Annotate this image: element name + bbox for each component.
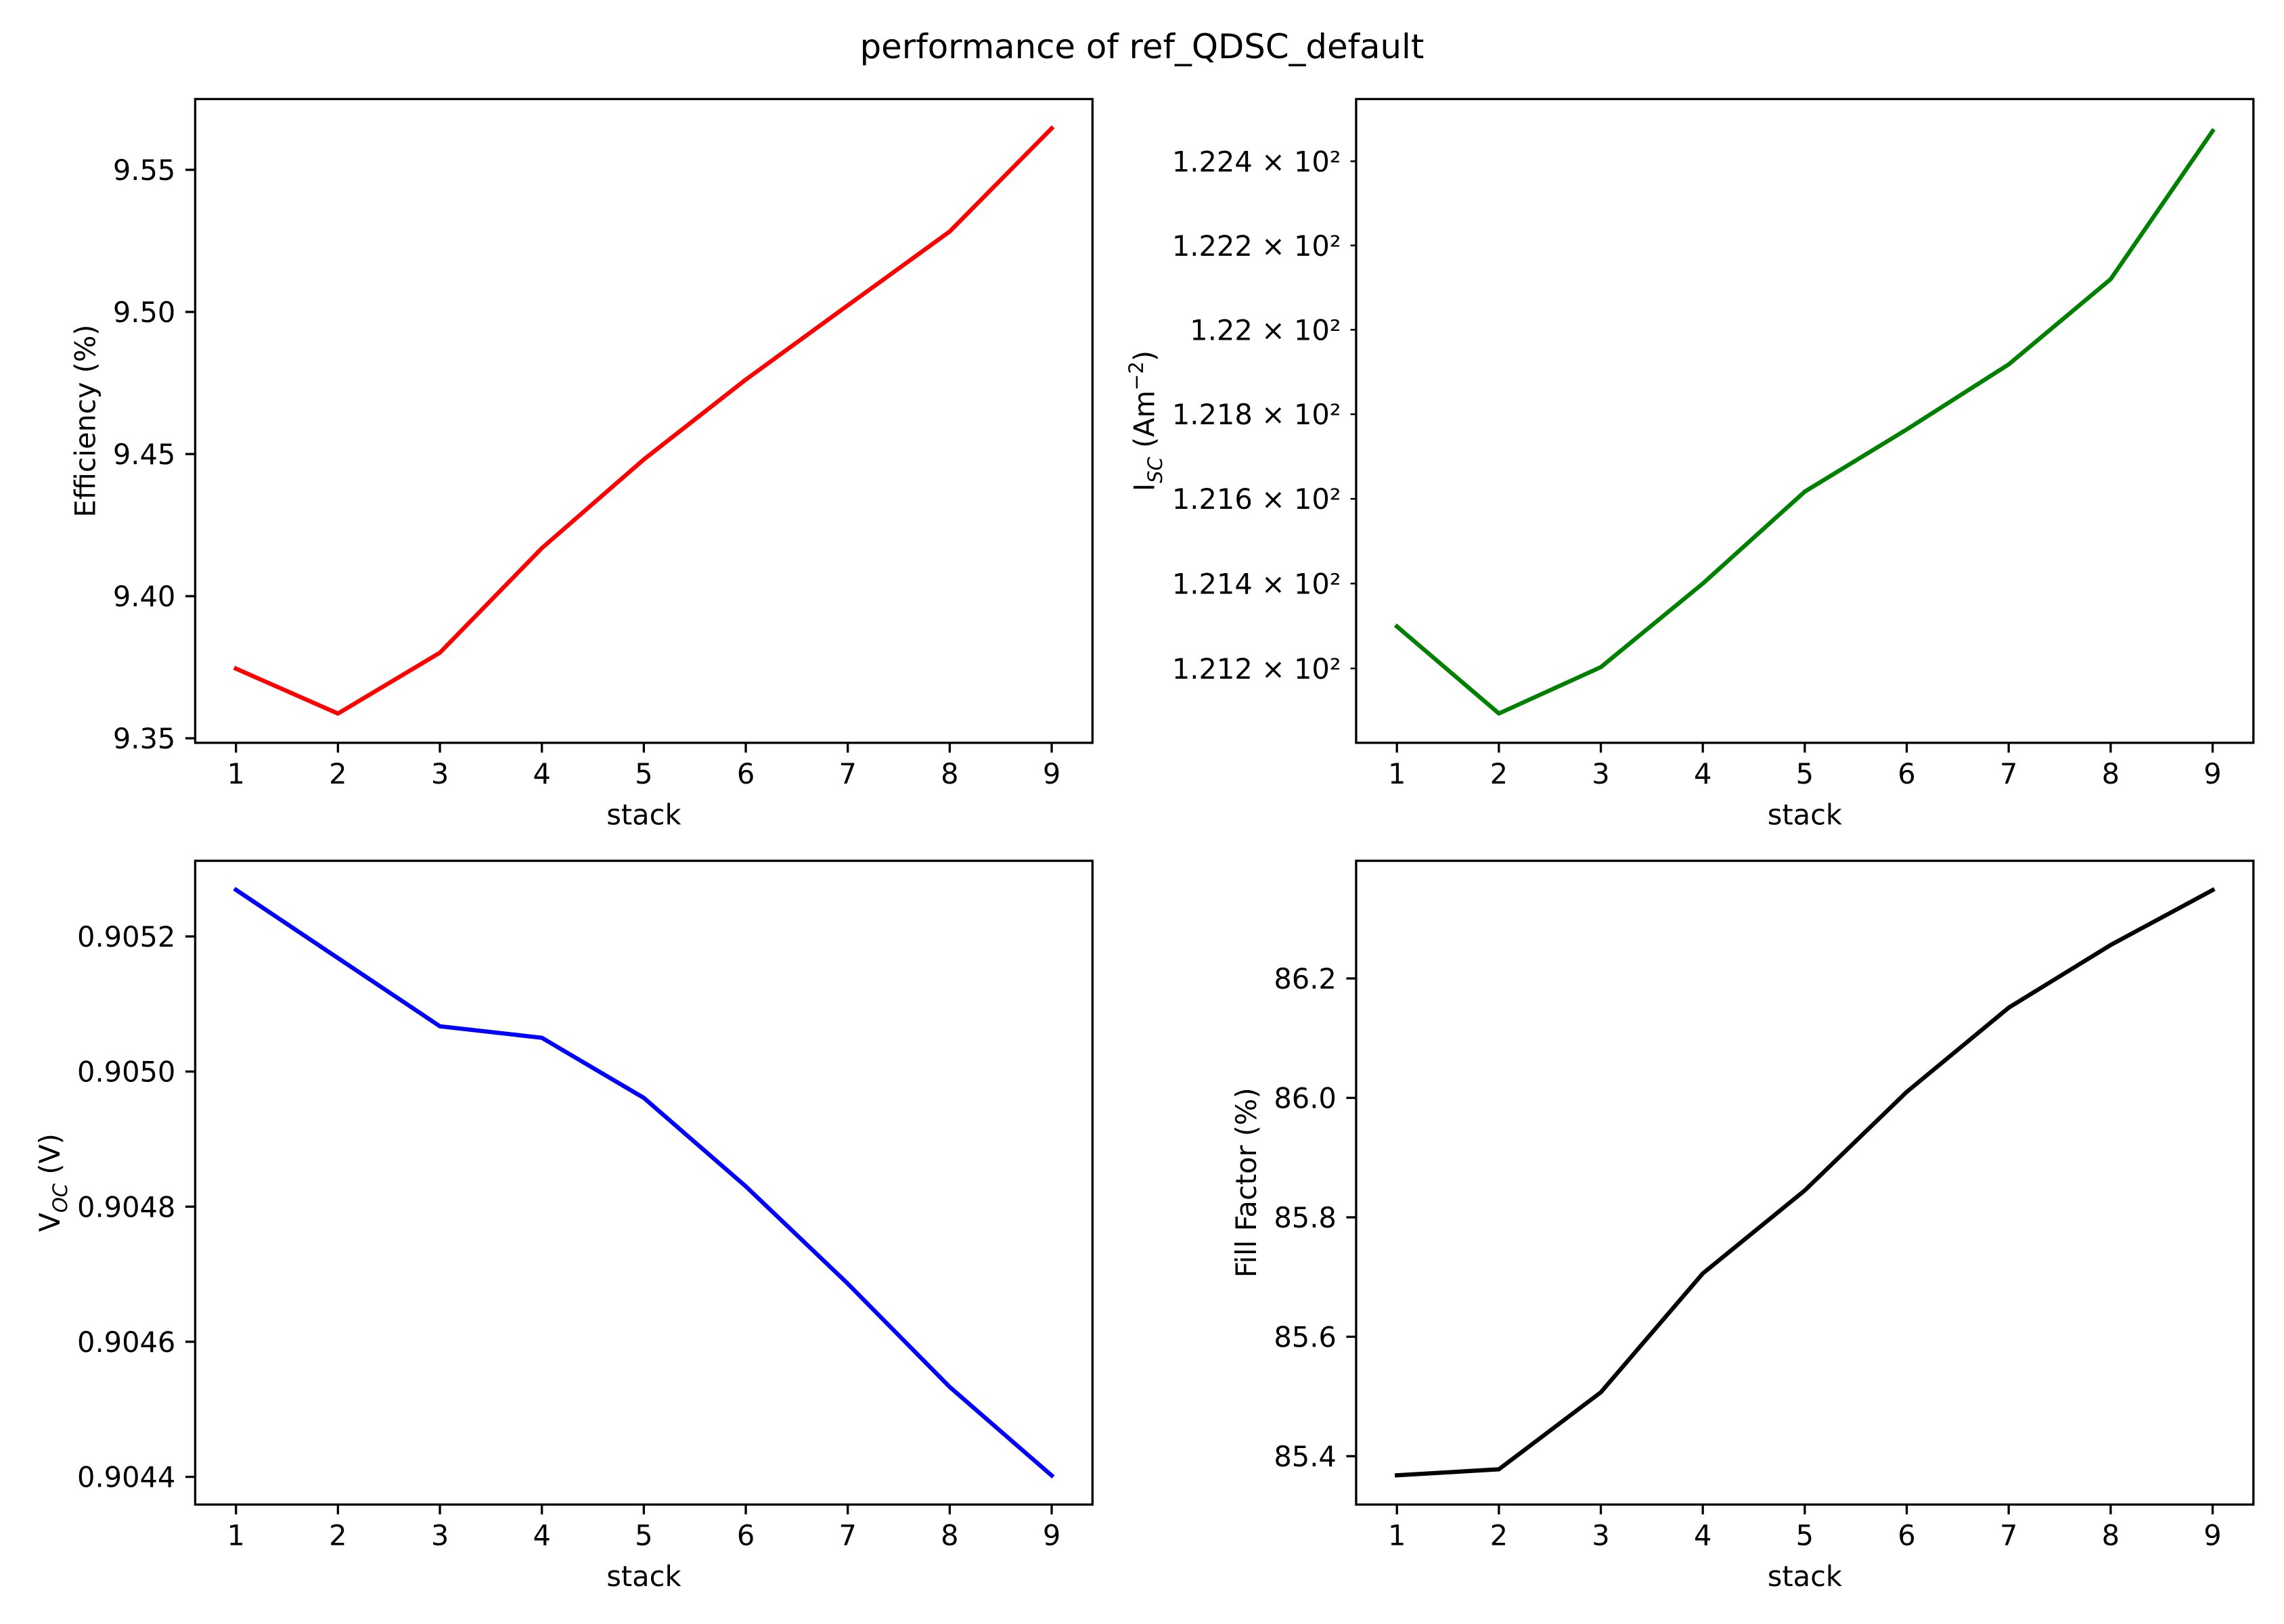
x-tick-label: 2 [1490,757,1508,790]
series-line [1394,887,2216,1478]
x-tick-label: 2 [329,757,346,790]
x-tick-label: 1 [227,1519,244,1552]
x-tick-label: 6 [737,757,755,790]
x-tick-label: 4 [1694,1519,1711,1552]
x-tick-label: 4 [533,757,550,790]
x-tick-label: 8 [2102,757,2120,790]
y-tick-label: 0.9046 [77,1326,175,1359]
y-tick-label: 85.4 [1274,1440,1336,1473]
x-tick-label: 4 [1694,757,1711,790]
y-axis-label-part: I [1128,483,1161,491]
x-tick-label: 5 [635,757,652,790]
y-tick-label: 86.0 [1274,1082,1336,1115]
y-tick-label: 0.9044 [77,1461,175,1494]
y-axis-label: ISC (Am−2) [1125,351,1167,491]
x-tick-label: 7 [2000,1519,2017,1552]
x-tick-label: 4 [533,1519,550,1552]
y-axis-label: Efficiency (%) [69,325,102,518]
y-axis-label-part: (V) [33,1133,66,1183]
x-tick-label: 8 [941,1519,958,1552]
x-axis-label: stack [1768,1560,1842,1593]
y-tick-label: 1.224 × 10² [1172,145,1341,178]
y-axis-label-part: −2 [1125,361,1148,390]
x-tick-label: 2 [329,1519,346,1552]
x-tick-label: 3 [431,1519,449,1552]
y-tick-label: 9.40 [113,580,175,613]
x-tick-label: 3 [1592,1519,1609,1552]
x-axis-label: stack [1768,798,1842,831]
y-axis-label-part: ) [1128,351,1161,361]
y-tick-label: 1.214 × 10² [1172,567,1341,600]
x-tick-label: 9 [1043,757,1060,790]
x-tick-label: 6 [1898,1519,1915,1552]
x-tick-label: 8 [2102,1519,2120,1552]
subplot-top-left: 1 2 3 4 5 6 7 8 9 9.35 9.40 9.45 9.50 9.55 stack Effici… [69,97,1094,831]
x-tick-label: 1 [1388,757,1406,790]
subplot-top-right: 1 2 3 4 5 6 7 8 9 1.212 × 10² 1.214 × 10² 1.216 × 1… [1125,97,2255,831]
y-tick-label: 1.218 × 10² [1172,398,1341,431]
x-tick-label: 9 [1043,1519,1060,1552]
x-tick-label: 5 [1796,757,1814,790]
x-tick-label: 1 [1388,1519,1406,1552]
y-tick-label: 1.22 × 10² [1190,313,1341,346]
x-tick-label: 6 [737,1519,755,1552]
y-tick-label: 1.216 × 10² [1172,482,1341,516]
y-axis-label-part: OC [49,1183,72,1213]
y-axis-label-part: V [33,1213,66,1232]
y-axis-label: Fill Factor (%) [1230,1087,1263,1278]
x-tick-label: 8 [941,757,958,790]
x-tick-label: 7 [838,757,856,790]
subplot-bottom-left: 1 2 3 4 5 6 7 8 9 0.9044 0.9046 0.9048 0.9050 0.9052 s… [33,859,1094,1593]
series-line [233,886,1055,1479]
x-tick-label: 3 [431,757,449,790]
x-tick-label: 3 [1592,757,1609,790]
y-axis-label-part: SC [1144,457,1167,483]
x-axis-label: stack [606,1560,681,1593]
y-tick-label: 0.9050 [77,1056,175,1089]
y-axis-label-part: Efficiency (%) [69,325,102,518]
y-tick-label: 1.212 × 10² [1172,652,1341,685]
x-tick-label: 5 [635,1519,652,1552]
y-axis-label-part: Fill Factor (%) [1230,1087,1263,1278]
x-tick-label: 9 [2203,757,2221,790]
y-tick-label: 85.8 [1274,1201,1336,1234]
y-tick-label: 9.45 [113,438,175,471]
y-tick-label: 9.55 [113,154,175,187]
x-tick-label: 6 [1898,757,1915,790]
series-line [1393,128,2216,716]
x-tick-label: 5 [1796,1519,1814,1552]
y-tick-label: 86.2 [1274,962,1336,995]
x-tick-label: 9 [2203,1519,2221,1552]
y-tick-label: 9.50 [113,296,175,329]
x-tick-label: 2 [1490,1519,1508,1552]
y-axis-label-part: (Am [1128,390,1161,457]
subplot-bottom-right: 1 2 3 4 5 6 7 8 9 85.4 85.6 85.8 86.0 86.2 stack Fill F… [1230,859,2255,1593]
x-tick-label: 7 [2000,757,2017,790]
series-line [233,125,1055,716]
x-tick-label: 1 [227,757,244,790]
x-tick-label: 7 [838,1519,856,1552]
y-axis-label: VOC (V) [33,1133,72,1232]
y-tick-label: 85.6 [1274,1321,1336,1354]
y-tick-label: 0.9048 [77,1190,175,1223]
x-axis-label: stack [606,798,681,831]
y-tick-label: 9.35 [113,722,175,755]
figure-title: performance of ref_QDSC_default [860,27,1425,66]
y-tick-label: 0.9052 [77,920,175,953]
y-tick-label: 1.222 × 10² [1172,229,1341,263]
